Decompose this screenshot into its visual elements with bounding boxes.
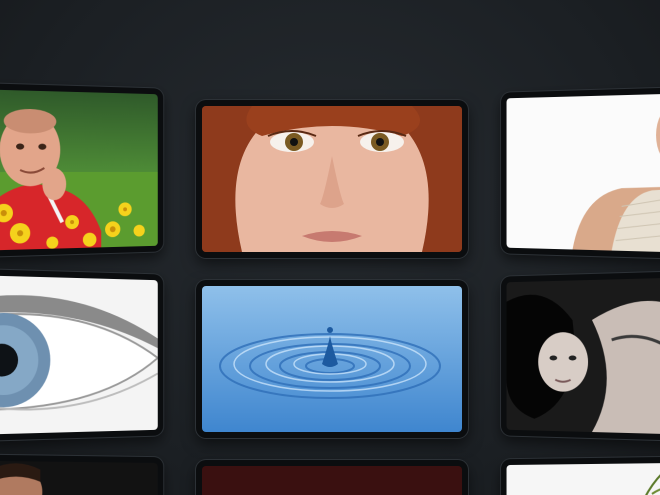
photo-woman-dark-hair-icon	[507, 278, 660, 435]
photo-woman-white-background-icon	[507, 94, 660, 253]
gallery-tile-7[interactable]	[0, 455, 163, 495]
photo-man-dark-icon	[0, 461, 158, 495]
gallery-tile-1[interactable]	[0, 83, 163, 256]
gallery-tile-8[interactable]	[196, 460, 468, 495]
photo-woman-face-icon	[202, 106, 462, 252]
gallery-tile-6[interactable]	[501, 271, 660, 441]
gallery-tile-9[interactable]	[501, 457, 660, 495]
gallery-tile-2[interactable]	[196, 100, 468, 258]
gallery-tile-3[interactable]	[501, 87, 660, 259]
photo-water-drop-icon	[202, 286, 462, 432]
gallery-tile-4[interactable]	[0, 269, 163, 440]
gallery-tile-5[interactable]	[196, 280, 468, 438]
photo-eye-closeup-icon	[0, 276, 158, 435]
photo-white-plant-icon	[507, 463, 660, 495]
photo-dark-red-icon	[202, 466, 462, 495]
photo-man-with-flowers-icon	[0, 90, 158, 251]
